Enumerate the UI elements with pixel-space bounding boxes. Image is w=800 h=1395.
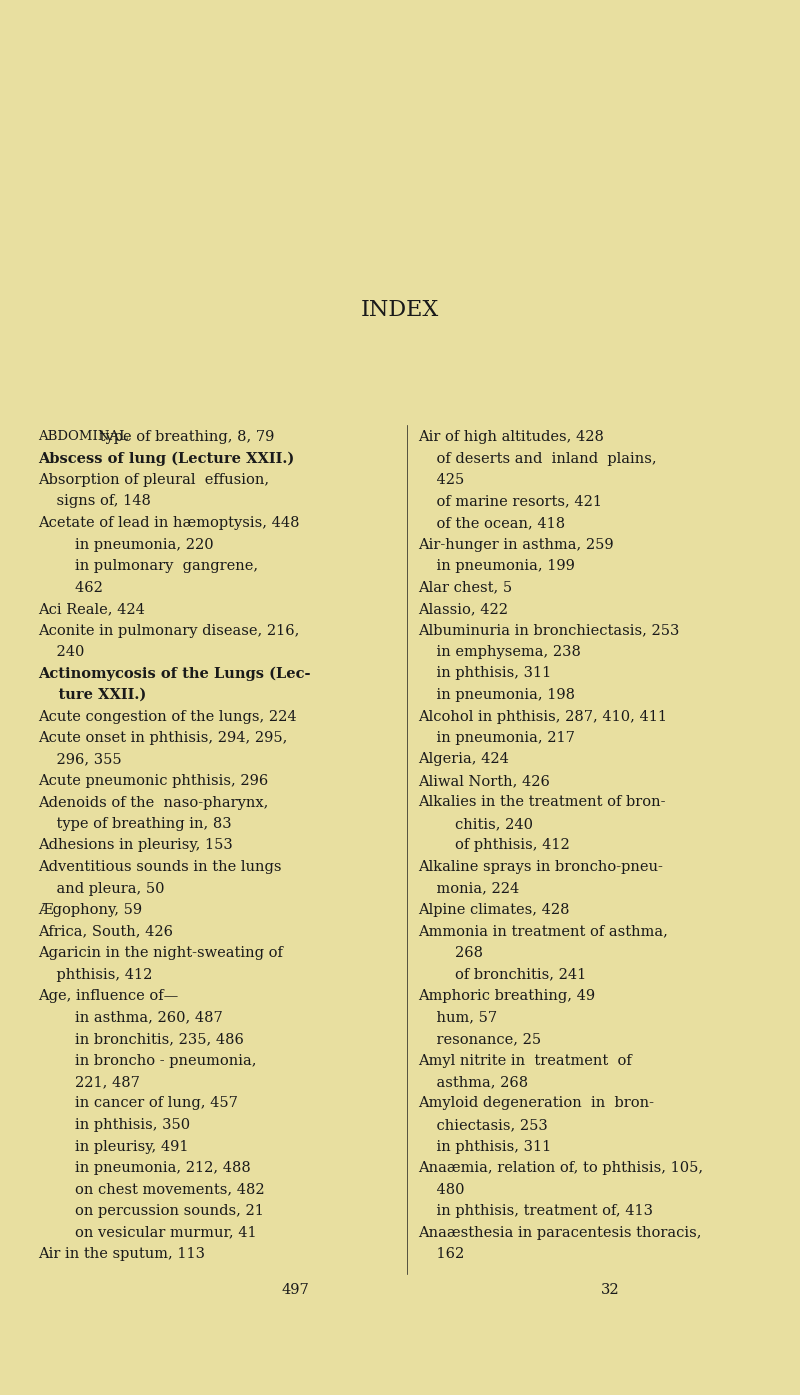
Text: Acute pneumonic phthisis, 296: Acute pneumonic phthisis, 296 [38, 774, 268, 788]
Text: Age, influence of—: Age, influence of— [38, 989, 178, 1003]
Text: Air-hunger in asthma, 259: Air-hunger in asthma, 259 [418, 537, 614, 551]
Text: hum, 57: hum, 57 [418, 1010, 497, 1024]
Text: Alcohol in phthisis, 287, 410, 411: Alcohol in phthisis, 287, 410, 411 [418, 710, 667, 724]
Text: INDEX: INDEX [361, 299, 439, 321]
Text: Ammonia in treatment of asthma,: Ammonia in treatment of asthma, [418, 925, 668, 939]
Text: Alkalies in the treatment of bron-: Alkalies in the treatment of bron- [418, 795, 666, 809]
Text: in pneumonia, 212, 488: in pneumonia, 212, 488 [38, 1161, 250, 1175]
Text: phthisis, 412: phthisis, 412 [38, 968, 152, 982]
Text: 425: 425 [418, 473, 464, 487]
Text: resonance, 25: resonance, 25 [418, 1032, 541, 1046]
Text: chiectasis, 253: chiectasis, 253 [418, 1117, 548, 1131]
Text: in pleurisy, 491: in pleurisy, 491 [38, 1140, 189, 1154]
Text: 32: 32 [601, 1283, 619, 1297]
Text: on percussion sounds, 21: on percussion sounds, 21 [38, 1204, 264, 1218]
Text: 268: 268 [418, 946, 483, 960]
Text: in asthma, 260, 487: in asthma, 260, 487 [38, 1010, 222, 1024]
Text: Absorption of pleural  effusion,: Absorption of pleural effusion, [38, 473, 269, 487]
Text: ture XXII.): ture XXII.) [38, 688, 146, 702]
Text: Alkaline sprays in broncho-pneu-: Alkaline sprays in broncho-pneu- [418, 859, 663, 875]
Text: 462: 462 [38, 580, 103, 594]
Text: of phthisis, 412: of phthisis, 412 [418, 838, 570, 852]
Text: Agaricin in the night-sweating of: Agaricin in the night-sweating of [38, 946, 283, 960]
Text: Aconite in pulmonary disease, 216,: Aconite in pulmonary disease, 216, [38, 624, 299, 638]
Text: in phthisis, 311: in phthisis, 311 [418, 667, 551, 681]
Text: on vesicular murmur, 41: on vesicular murmur, 41 [38, 1225, 257, 1240]
Text: Adenoids of the  naso-pharynx,: Adenoids of the naso-pharynx, [38, 795, 268, 809]
Text: Adhesions in pleurisy, 153: Adhesions in pleurisy, 153 [38, 838, 233, 852]
Text: Actinomycosis of the Lungs (Lec-: Actinomycosis of the Lungs (Lec- [38, 667, 310, 681]
Text: Adventitious sounds in the lungs: Adventitious sounds in the lungs [38, 859, 282, 875]
Text: 296, 355: 296, 355 [38, 752, 122, 766]
Text: in emphysema, 238: in emphysema, 238 [418, 644, 581, 658]
Text: Alassio, 422: Alassio, 422 [418, 603, 508, 617]
Text: in phthisis, treatment of, 413: in phthisis, treatment of, 413 [418, 1204, 653, 1218]
Text: signs of, 148: signs of, 148 [38, 494, 151, 509]
Text: monia, 224: monia, 224 [418, 882, 519, 896]
Text: Air of high altitudes, 428: Air of high altitudes, 428 [418, 430, 604, 444]
Text: 221, 487: 221, 487 [38, 1076, 140, 1089]
Text: Aliwal North, 426: Aliwal North, 426 [418, 774, 550, 788]
Text: of the ocean, 418: of the ocean, 418 [418, 516, 565, 530]
Text: Ægophony, 59: Ægophony, 59 [38, 903, 142, 917]
Text: in broncho - pneumonia,: in broncho - pneumonia, [38, 1053, 257, 1067]
Text: type of breathing in, 83: type of breathing in, 83 [38, 817, 232, 831]
Text: 497: 497 [281, 1283, 309, 1297]
Text: chitis, 240: chitis, 240 [418, 817, 533, 831]
Text: Acute onset in phthisis, 294, 295,: Acute onset in phthisis, 294, 295, [38, 731, 287, 745]
Text: in pneumonia, 199: in pneumonia, 199 [418, 559, 575, 573]
Text: of bronchitis, 241: of bronchitis, 241 [418, 968, 586, 982]
Text: 480: 480 [418, 1183, 465, 1197]
Text: in bronchitis, 235, 486: in bronchitis, 235, 486 [38, 1032, 244, 1046]
Text: in pneumonia, 217: in pneumonia, 217 [418, 731, 575, 745]
Text: Abscess of lung (Lecture XXII.): Abscess of lung (Lecture XXII.) [38, 452, 294, 466]
Text: in phthisis, 311: in phthisis, 311 [418, 1140, 551, 1154]
Text: Anaæsthesia in paracentesis thoracis,: Anaæsthesia in paracentesis thoracis, [418, 1225, 702, 1240]
Text: Anaæmia, relation of, to phthisis, 105,: Anaæmia, relation of, to phthisis, 105, [418, 1161, 703, 1175]
Text: in pulmonary  gangrene,: in pulmonary gangrene, [38, 559, 258, 573]
Text: in pneumonia, 198: in pneumonia, 198 [418, 688, 575, 702]
Text: Acetate of lead in hæmoptysis, 448: Acetate of lead in hæmoptysis, 448 [38, 516, 299, 530]
Text: and pleura, 50: and pleura, 50 [38, 882, 165, 896]
Text: on chest movements, 482: on chest movements, 482 [38, 1183, 265, 1197]
Text: Amyl nitrite in  treatment  of: Amyl nitrite in treatment of [418, 1053, 632, 1067]
Text: in phthisis, 350: in phthisis, 350 [38, 1117, 190, 1131]
Text: 162: 162 [418, 1247, 464, 1261]
Text: Africa, South, 426: Africa, South, 426 [38, 925, 173, 939]
Text: asthma, 268: asthma, 268 [418, 1076, 528, 1089]
Text: Alar chest, 5: Alar chest, 5 [418, 580, 512, 594]
Text: in pneumonia, 220: in pneumonia, 220 [38, 537, 214, 551]
Text: Aci Reale, 424: Aci Reale, 424 [38, 603, 145, 617]
Text: ABDOMINAL: ABDOMINAL [38, 430, 128, 444]
Text: 240: 240 [38, 644, 84, 658]
Text: in cancer of lung, 457: in cancer of lung, 457 [38, 1096, 238, 1110]
Text: Air in the sputum, 113: Air in the sputum, 113 [38, 1247, 205, 1261]
Text: type of breathing, 8, 79: type of breathing, 8, 79 [94, 430, 274, 444]
Text: Acute congestion of the lungs, 224: Acute congestion of the lungs, 224 [38, 710, 297, 724]
Text: Amyloid degeneration  in  bron-: Amyloid degeneration in bron- [418, 1096, 654, 1110]
Text: Amphoric breathing, 49: Amphoric breathing, 49 [418, 989, 595, 1003]
Text: Algeria, 424: Algeria, 424 [418, 752, 509, 766]
Text: Albuminuria in bronchiectasis, 253: Albuminuria in bronchiectasis, 253 [418, 624, 679, 638]
Text: Alpine climates, 428: Alpine climates, 428 [418, 903, 570, 917]
Text: of deserts and  inland  plains,: of deserts and inland plains, [418, 452, 657, 466]
Text: of marine resorts, 421: of marine resorts, 421 [418, 494, 602, 509]
